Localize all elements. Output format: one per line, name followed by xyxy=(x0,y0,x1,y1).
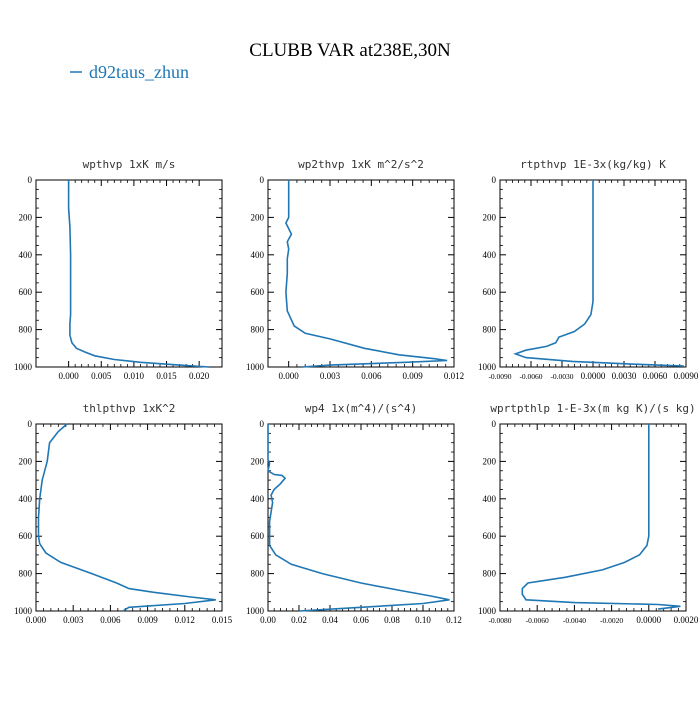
plot-frame xyxy=(35,423,223,612)
figure-title: CLUBB VAR at238E,30N xyxy=(249,40,451,61)
x-tick-label: 0.015 xyxy=(156,371,177,381)
y-tick-label: 600 xyxy=(251,531,265,541)
x-tick-label: 0.020 xyxy=(189,371,210,381)
y-tick-label: 400 xyxy=(251,250,265,260)
x-tick-label: 0.003 xyxy=(320,371,341,381)
y-tick-label: 400 xyxy=(483,250,497,260)
y-tick-label: 1000 xyxy=(246,362,265,372)
plot-frame xyxy=(267,179,455,368)
series-line xyxy=(513,180,684,367)
y-tick-label: 800 xyxy=(19,325,33,335)
panel-title: wprtpthlp 1-E-3x(m kg K)/(s kg) xyxy=(490,402,695,415)
y-tick-label: 200 xyxy=(251,212,265,222)
x-tick-label: 0.015 xyxy=(212,615,233,625)
y-tick-label: 400 xyxy=(251,494,265,504)
panel-title: wpthvp 1xK m/s xyxy=(83,158,176,171)
x-tick-label: 0.000 xyxy=(59,371,80,381)
panel-title: thlpthvp 1xK^2 xyxy=(83,402,176,415)
x-tick-label: 0.0000 xyxy=(581,371,606,381)
series-line xyxy=(37,423,216,612)
panels: wpthvp 1xK m/s0.000 0.005 0.010 0.015 0.0200… xyxy=(14,158,699,625)
series-line xyxy=(521,424,681,610)
x-tick-label: 0.06 xyxy=(353,615,369,625)
y-tick-label: 400 xyxy=(19,250,33,260)
y-tick-label: 400 xyxy=(483,494,497,504)
panel-3: rtpthvp 1E-3x(kg/kg) K -0.0090 -0.0060 -0.0… xyxy=(478,158,699,381)
x-tick-label: 0.009 xyxy=(137,615,158,625)
y-tick-label: 1000 xyxy=(14,606,33,616)
y-tick-label: 800 xyxy=(483,569,497,579)
series-line xyxy=(267,424,450,612)
series-line xyxy=(67,180,209,368)
y-tick-label: 600 xyxy=(19,531,33,541)
y-tick-label: 600 xyxy=(19,287,33,297)
x-tick-label: 0.010 xyxy=(124,371,145,381)
x-tick-label: 0.006 xyxy=(361,371,382,381)
y-tick-label: 0 xyxy=(260,419,265,429)
y-tick-label: 200 xyxy=(483,456,497,466)
y-tick-label: 1000 xyxy=(478,362,497,372)
x-tick-label: -0.0080 xyxy=(488,616,511,625)
legend-label: d92taus_zhun xyxy=(89,62,189,82)
y-tick-label: 0 xyxy=(28,175,33,185)
x-tick-label: 0.000 xyxy=(279,371,300,381)
x-tick-label: -0.0060 xyxy=(519,372,542,381)
x-tick-label: 0.0060 xyxy=(643,371,668,381)
x-tick-label: 0.02 xyxy=(291,615,307,625)
x-tick-label: 0.0090 xyxy=(674,371,699,381)
plot-frame xyxy=(35,179,223,368)
x-tick-label: 0.009 xyxy=(403,371,424,381)
y-tick-label: 400 xyxy=(19,494,33,504)
x-tick-label: 0.00 xyxy=(260,615,276,625)
y-tick-label: 1000 xyxy=(478,606,497,616)
panel-4: thlpthvp 1xK^2 0.000 0.003 0.006 0.009 0.012 0… xyxy=(14,402,233,625)
series-line xyxy=(285,180,448,368)
x-tick-label: -0.0020 xyxy=(600,616,623,625)
x-tick-label: 0.10 xyxy=(415,615,431,625)
x-tick-label: 0.005 xyxy=(91,371,112,381)
y-tick-label: 0 xyxy=(28,419,33,429)
y-tick-label: 200 xyxy=(19,212,33,222)
y-tick-label: 0 xyxy=(492,419,497,429)
y-tick-label: 0 xyxy=(492,175,497,185)
panel-5: wp4 1x(m^4)/(s^4) 0.00 0.02 0.04 0.06 0.08 0.1… xyxy=(246,402,462,625)
x-tick-label: 0.0030 xyxy=(612,371,637,381)
x-tick-label: 0.08 xyxy=(384,615,400,625)
y-tick-label: 800 xyxy=(483,325,497,335)
panel-title: wp2thvp 1xK m^2/s^2 xyxy=(298,158,424,171)
y-tick-label: 200 xyxy=(19,456,33,466)
panel-title: wp4 1x(m^4)/(s^4) xyxy=(305,402,418,415)
x-tick-label: 0.0000 xyxy=(636,615,661,625)
y-tick-label: 200 xyxy=(251,456,265,466)
y-tick-label: 600 xyxy=(483,531,497,541)
panel-2: wp2thvp 1xK m^2/s^2 0.000 0.003 0.006 0.009 0… xyxy=(246,158,464,381)
x-tick-label: -0.0090 xyxy=(488,372,511,381)
x-tick-label: 0.006 xyxy=(100,615,121,625)
y-tick-label: 800 xyxy=(251,325,265,335)
y-tick-label: 600 xyxy=(251,287,265,297)
x-tick-label: 0.000 xyxy=(26,615,47,625)
x-tick-label: -0.0060 xyxy=(526,616,549,625)
x-tick-label: 0.012 xyxy=(175,615,195,625)
y-tick-label: 1000 xyxy=(246,606,265,616)
y-tick-label: 200 xyxy=(483,212,497,222)
x-tick-label: -0.0030 xyxy=(550,372,573,381)
y-tick-label: 0 xyxy=(260,175,265,185)
panel-1: wpthvp 1xK m/s 0.000 0.005 0.010 0.015 0.020 0… xyxy=(14,158,223,381)
x-tick-label: 0.012 xyxy=(444,371,464,381)
panel-title: rtpthvp 1E-3x(kg/kg) K xyxy=(520,158,666,171)
panel-6: wprtpthlp 1-E-3x(m kg K)/(s kg) -0.0080 -0… xyxy=(478,402,699,625)
x-tick-label: 0.003 xyxy=(63,615,84,625)
x-tick-label: 0.04 xyxy=(322,615,338,625)
y-tick-label: 600 xyxy=(483,287,497,297)
y-tick-label: 800 xyxy=(251,569,265,579)
y-tick-label: 1000 xyxy=(14,362,33,372)
x-tick-label: 0.12 xyxy=(446,615,462,625)
x-tick-label: 0.0020 xyxy=(674,615,699,625)
y-tick-label: 800 xyxy=(19,569,33,579)
x-tick-label: -0.0040 xyxy=(563,616,586,625)
